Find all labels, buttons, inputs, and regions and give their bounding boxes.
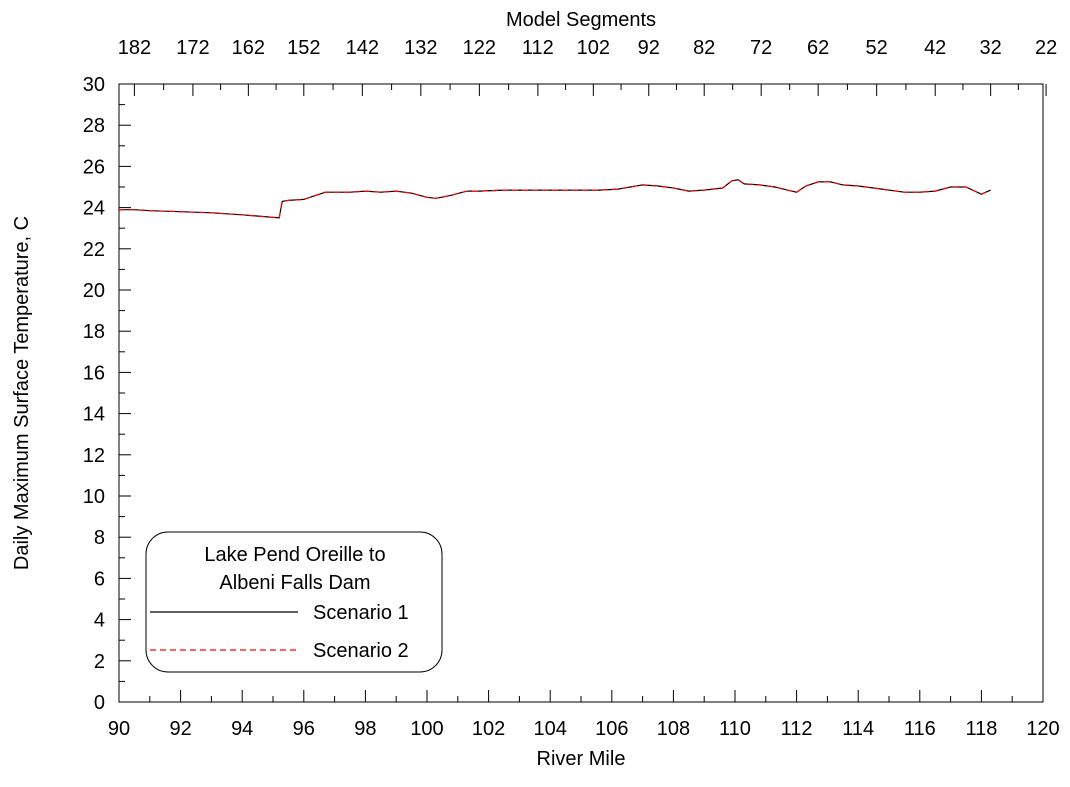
series-line-2 [119,179,991,219]
top-tick-label: 82 [693,37,715,59]
top-tick-label: 122 [463,37,496,59]
series-layer [119,179,991,219]
legend-box [145,531,443,673]
y-tick-label: 18 [83,321,105,343]
top-tick-label: 162 [232,37,265,59]
y-tick-label: 2 [94,651,105,673]
x-axis-title: River Mile [537,748,626,770]
top-axis-title: Model Segments [506,9,656,31]
x-tick-label: 98 [354,718,376,740]
top-tick-label: 132 [404,37,437,59]
top-tick-label: 172 [176,37,209,59]
x-tick-label: 108 [657,718,690,740]
y-tick-label: 6 [94,568,105,590]
y-tick-label: 26 [83,156,105,178]
x-tick-label: 104 [534,718,567,740]
x-tick-label: 116 [904,718,936,740]
top-tick-label: 152 [287,37,320,59]
axis-ticks: 90 92 94 96 98 100 102 104 106 108 110 112 114 116 118… [83,37,1060,740]
legend-label-scenario-2: Scenario 2 [313,640,409,662]
top-tick-label: 92 [638,37,660,59]
y-tick-label: 4 [94,610,105,632]
y-tick-label: 10 [83,486,105,508]
legend-label-scenario-1: Scenario 1 [313,602,409,624]
x-tick-label: 92 [169,718,191,740]
x-tick-label: 100 [410,718,443,740]
y-tick-label: 0 [94,692,105,714]
y-tick-label: 30 [83,74,105,96]
x-tick-label: 90 [108,718,130,740]
top-tick-label: 62 [807,37,829,59]
top-tick-label: 32 [980,37,1002,59]
x-tick-label: 94 [231,718,253,740]
y-tick-label: 16 [83,362,105,384]
x-tick-label: 120 [1026,718,1059,740]
y-axis-title: Daily Maximum Surface Temperature, C [11,216,33,570]
top-tick-label: 112 [522,37,554,59]
top-tick-label: 52 [866,37,888,59]
top-tick-label: 22 [1035,37,1057,59]
y-tick-label: 20 [83,280,105,302]
y-tick-label: 28 [83,115,105,137]
x-tick-label: 114 [842,718,874,740]
x-tick-label: 110 [719,718,751,740]
y-tick-label: 8 [94,527,105,549]
legend-title-line-2: Albeni Falls Dam [219,572,370,594]
x-tick-label: 106 [595,718,628,740]
x-tick-label: 102 [472,718,505,740]
top-tick-label: 142 [346,37,379,59]
y-tick-label: 24 [83,198,105,220]
x-tick-label: 118 [965,718,997,740]
legend: Lake Pend Oreille to Albeni Falls Dam Sc… [145,531,443,673]
top-tick-label: 72 [750,37,772,59]
x-tick-label: 112 [781,718,813,740]
y-tick-label: 22 [83,239,105,261]
top-tick-label: 182 [118,37,151,59]
top-tick-label: 42 [924,37,946,59]
y-tick-label: 14 [83,404,105,426]
x-tick-label: 96 [293,718,315,740]
top-tick-label: 102 [577,37,610,59]
legend-title-line-1: Lake Pend Oreille to [204,544,385,566]
y-tick-label: 12 [83,445,105,467]
